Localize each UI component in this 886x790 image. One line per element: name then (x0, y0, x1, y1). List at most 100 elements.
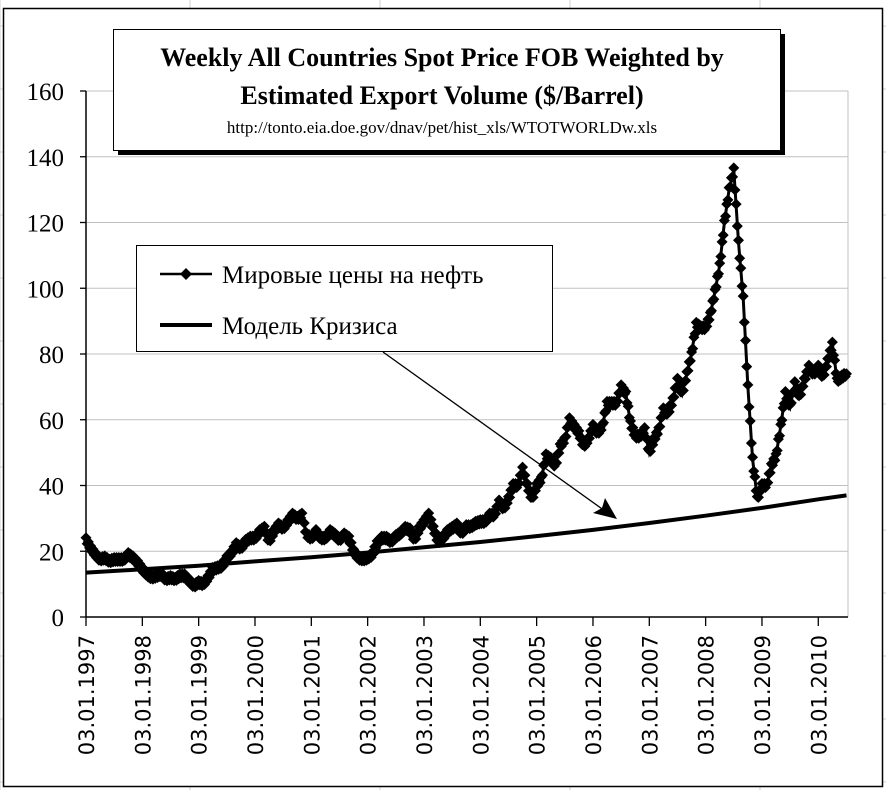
x-tick-label: 03.01.2000 (244, 635, 268, 755)
price-point (743, 401, 755, 413)
price-point (720, 210, 732, 222)
y-tick-label: 160 (27, 79, 65, 106)
price-point (736, 280, 748, 292)
price-point (734, 252, 746, 264)
price-point (598, 417, 610, 429)
price-point (666, 399, 678, 411)
x-tick-label: 03.01.2004 (469, 635, 493, 755)
price-point (749, 471, 761, 483)
price-point (771, 445, 783, 457)
x-tick-label: 03.01.2001 (300, 635, 324, 755)
x-tick-label: 03.01.2002 (357, 635, 381, 755)
price-point (731, 220, 743, 232)
price-point (795, 389, 807, 401)
price-point (826, 336, 838, 348)
y-tick-label: 140 (27, 145, 65, 172)
chart-title: Weekly All Countries Spot Price FOB Weig… (160, 43, 724, 72)
legend-item-price: Мировые цены на нефть (160, 262, 484, 289)
price-point (829, 354, 841, 366)
y-tick-label: 100 (27, 276, 65, 303)
price-point (840, 368, 852, 380)
legend-frame (136, 245, 553, 352)
price-point (728, 162, 740, 174)
legend-item-model: Модель Кризиса (160, 313, 398, 340)
x-tick-label: 03.01.1997 (75, 635, 99, 755)
price-point (296, 507, 308, 519)
price-point (722, 194, 734, 206)
price-point (729, 184, 741, 196)
price-point (612, 395, 624, 407)
price-point (774, 430, 786, 442)
price-point (298, 517, 310, 529)
price-point (716, 236, 728, 248)
price-point (714, 257, 726, 269)
chart-subtitle-url: http://tonto.eia.doe.gov/dnav/pet/hist_x… (227, 118, 657, 137)
price-point (513, 477, 525, 489)
price-point (742, 379, 754, 391)
price-point (703, 314, 715, 326)
price-point (517, 461, 529, 473)
legend: Мировые цены на нефть Модель Кризиса (136, 245, 553, 352)
price-point (620, 385, 632, 397)
legend-label-model: Модель Кризиса (222, 313, 398, 340)
x-tick-label: 03.01.1998 (131, 635, 155, 755)
price-point (677, 385, 689, 397)
price-point (735, 262, 747, 274)
y-tick-label: 20 (39, 539, 64, 566)
x-tick-label: 03.01.2009 (751, 635, 775, 755)
price-point (560, 431, 572, 443)
price-point (680, 375, 692, 387)
y-tick-label: 80 (39, 342, 64, 369)
price-point (730, 198, 742, 210)
price-point (705, 305, 717, 317)
price-point (741, 361, 753, 373)
price-point (519, 469, 531, 481)
price-point (622, 400, 634, 412)
x-axis-tick-labels: 03.01.1997 03.01.1998 03.01.1999 03.01.2000… (75, 635, 831, 755)
price-point (684, 355, 696, 367)
price-point (776, 414, 788, 426)
price-point (732, 234, 744, 246)
price-point (727, 171, 739, 183)
price-point (785, 397, 797, 409)
price-point (762, 477, 774, 489)
annotation-arrow (382, 351, 617, 519)
x-tick-label: 03.01.1999 (188, 635, 212, 755)
y-axis-tick-labels: 0 20 40 60 80 100 120 140 160 (27, 79, 65, 632)
price-point (717, 229, 729, 241)
legend-label-price: Мировые цены на нефть (222, 262, 484, 289)
chart-title-box: Weekly All Countries Spot Price FOB Weig… (113, 29, 785, 155)
x-tick-label: 03.01.2003 (413, 635, 437, 755)
axes (80, 90, 848, 626)
price-point (737, 290, 749, 302)
x-tick-label: 03.01.2005 (526, 635, 550, 755)
price-point (745, 437, 757, 449)
price-point (744, 415, 756, 427)
arrow-head (593, 498, 617, 519)
x-tick-label: 03.01.2010 (807, 635, 831, 755)
legend-diamond-marker (180, 268, 192, 280)
y-tick-label: 40 (39, 474, 64, 501)
price-point (710, 281, 722, 293)
x-tick-label: 03.01.2008 (695, 635, 719, 755)
x-tick-label: 03.01.2007 (638, 635, 662, 755)
y-tick-label: 60 (39, 408, 64, 435)
y-tick-label: 0 (52, 605, 65, 632)
price-point (708, 293, 720, 305)
x-tick-label: 03.01.2006 (582, 635, 606, 755)
price-point (713, 268, 725, 280)
price-point (668, 391, 680, 403)
chart-title-line2: Estimated Export Volume ($/Barrel) (240, 81, 643, 110)
price-point (682, 365, 694, 377)
price-point (818, 369, 830, 381)
price-point (654, 421, 666, 433)
price-point (740, 334, 752, 346)
price-point (639, 422, 651, 434)
price-point (687, 343, 699, 355)
price-point (747, 451, 759, 463)
price-point (821, 361, 833, 373)
price-point (504, 491, 516, 503)
price-point (551, 457, 563, 469)
title-frame (113, 29, 781, 151)
